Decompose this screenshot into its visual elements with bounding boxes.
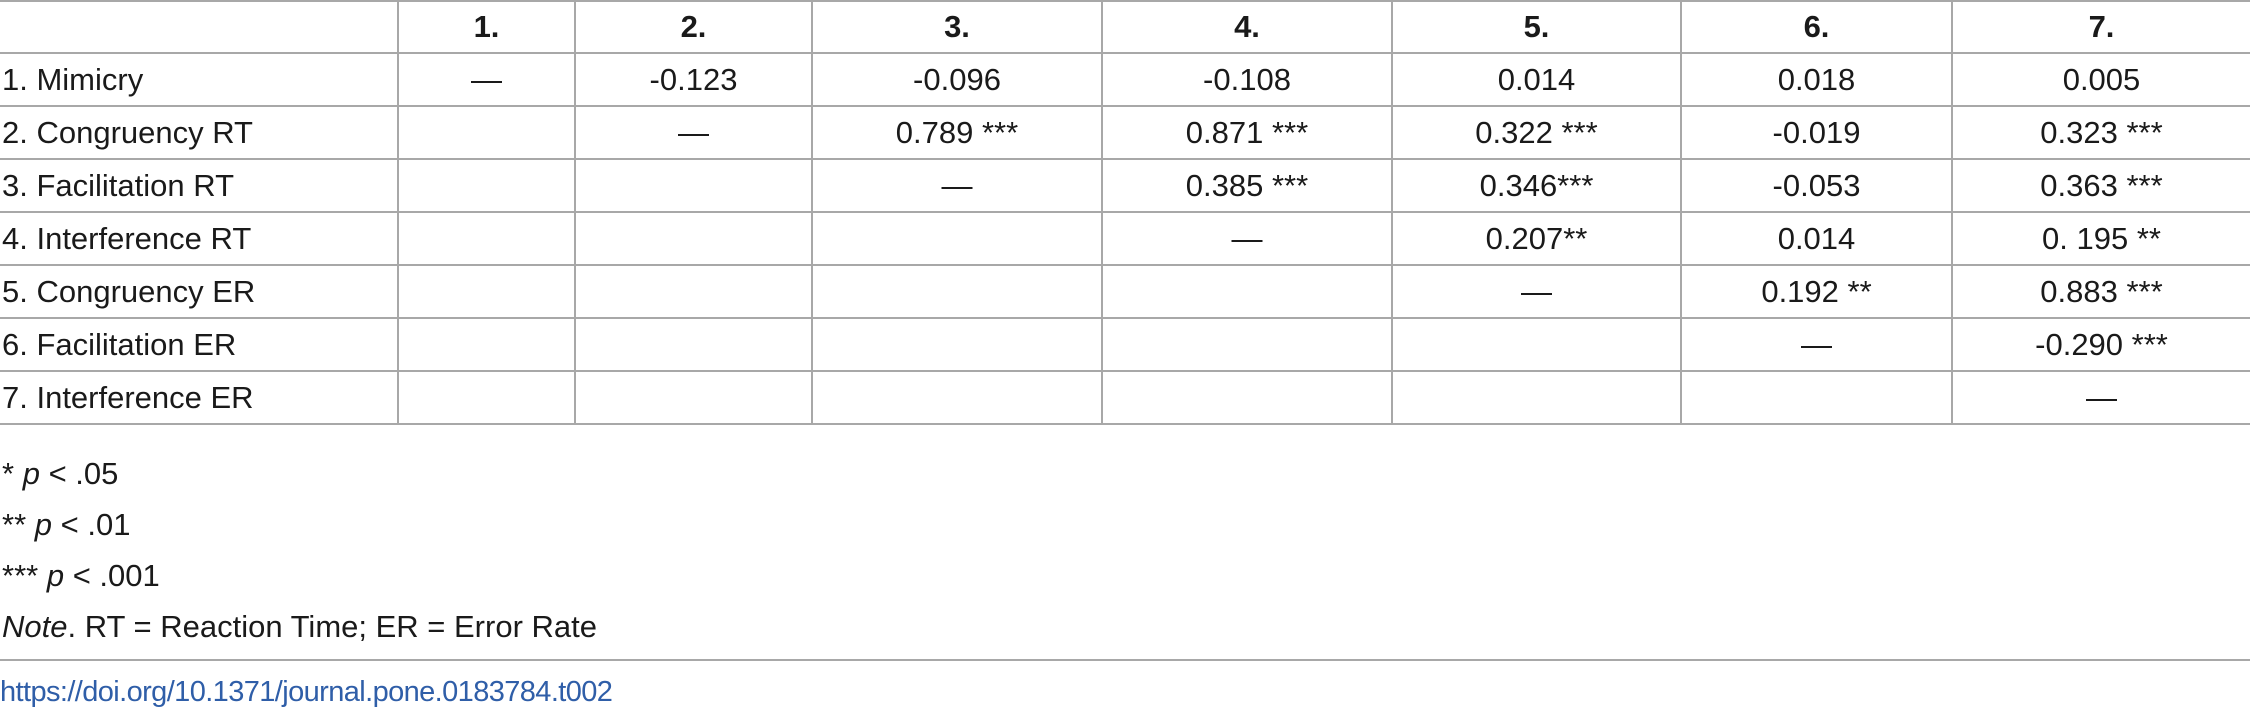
row-label-facilitation-rt: 3. Facilitation RT [0,158,398,213]
table-cell: 0.883 *** [1951,264,2250,319]
table-cell [574,370,812,425]
note-label: Note [2,609,68,644]
table-row: 1. Mimicry — -0.123 -0.096 -0.108 0.014 … [0,52,2250,107]
table-cell: — [1391,264,1681,319]
footnote-stars: * [2,456,15,491]
table-cell: 0.014 [1680,211,1952,266]
doi-link[interactable]: https://doi.org/10.1371/journal.pone.018… [0,676,613,708]
table-cell: 0.363 *** [1951,158,2250,213]
table-cell: — [574,105,812,160]
table-cell: 0.322 *** [1391,105,1681,160]
row-label-facilitation-er: 6. Facilitation ER [0,317,398,372]
header-cell-5: 5. [1391,0,1681,54]
table-cell [397,105,575,160]
table-cell: -0.290 *** [1951,317,2250,372]
table-row: 5. Congruency ER — 0.192 ** 0.883 *** [0,264,2250,319]
table-cell [811,317,1102,372]
table-cell: — [1951,370,2250,425]
note-text: . RT = Reaction Time; ER = Error Rate [67,609,597,644]
table-cell [1391,317,1681,372]
table-cell: -0.123 [574,52,812,107]
table-cell [811,211,1102,266]
table-cell: 0.018 [1680,52,1952,107]
table-header-row: 1. 2. 3. 4. 5. 6. 7. [0,0,2250,54]
table-row: 4. Interference RT — 0.207** 0.014 0. 19… [0,211,2250,266]
footnote-p-symbol: p [46,558,65,593]
table-cell: 0.323 *** [1951,105,2250,160]
footnote-abbreviations: Note. RT = Reaction Time; ER = Error Rat… [2,601,597,652]
header-cell-2: 2. [574,0,812,54]
table-cell [574,158,812,213]
footnote-threshold: < .01 [60,507,131,542]
table-cell [574,317,812,372]
header-cell-3: 3. [811,0,1102,54]
footnote-threshold: < .05 [48,456,119,491]
table-cell: -0.019 [1680,105,1952,160]
row-label-mimicry: 1. Mimicry [0,52,398,107]
table-cell: 0.789 *** [811,105,1102,160]
table-cell: 0.871 *** [1101,105,1392,160]
table-cell [397,370,575,425]
table-cell [397,264,575,319]
footnote-stars: ** [2,507,27,542]
footnote-p01: ** p < .01 [2,499,597,550]
footnote-p05: * p < .05 [2,448,597,499]
table-row: 3. Facilitation RT — 0.385 *** 0.346*** … [0,158,2250,213]
header-cell-6: 6. [1680,0,1952,54]
footnote-stars: *** [2,558,39,593]
table-cell: 0.192 ** [1680,264,1952,319]
table-cell: -0.053 [1680,158,1952,213]
table-row: 7. Interference ER — [0,370,2250,425]
row-label-congruency-er: 5. Congruency ER [0,264,398,319]
correlation-table: 1. 2. 3. 4. 5. 6. 7. 1. Mimicry — -0.123… [0,0,2250,425]
table-cell [811,370,1102,425]
footnote-p001: *** p < .001 [2,550,597,601]
table-cell: 0.014 [1391,52,1681,107]
header-cell-7: 7. [1951,0,2250,54]
footer-divider [0,659,2250,661]
table-cell [574,211,812,266]
table-cell [397,317,575,372]
table-cell [1680,370,1952,425]
table-cell: -0.096 [811,52,1102,107]
table-cell: — [1101,211,1392,266]
table-cell [811,264,1102,319]
footnote-threshold: < .001 [72,558,160,593]
table-footnotes: * p < .05 ** p < .01 *** p < .001 Note. … [2,448,597,652]
table-row: 6. Facilitation ER — -0.290 *** [0,317,2250,372]
table-cell [1101,317,1392,372]
table-cell [574,264,812,319]
table-cell [397,158,575,213]
table-cell: — [811,158,1102,213]
table-cell [1101,370,1392,425]
header-cell-blank [0,0,398,54]
row-label-interference-rt: 4. Interference RT [0,211,398,266]
row-label-interference-er: 7. Interference ER [0,370,398,425]
footnote-p-symbol: p [34,507,53,542]
table-cell: 0. 195 ** [1951,211,2250,266]
table-cell: — [1680,317,1952,372]
table-cell: 0.207** [1391,211,1681,266]
table-cell: 0.385 *** [1101,158,1392,213]
table-cell: -0.108 [1101,52,1392,107]
header-cell-4: 4. [1101,0,1392,54]
table-row: 2. Congruency RT — 0.789 *** 0.871 *** 0… [0,105,2250,160]
table-cell: 0.005 [1951,52,2250,107]
table-cell: — [397,52,575,107]
table-cell [1391,370,1681,425]
table-cell [397,211,575,266]
header-cell-1: 1. [397,0,575,54]
table-cell: 0.346*** [1391,158,1681,213]
footnote-p-symbol: p [22,456,40,491]
table-cell [1101,264,1392,319]
row-label-congruency-rt: 2. Congruency RT [0,105,398,160]
